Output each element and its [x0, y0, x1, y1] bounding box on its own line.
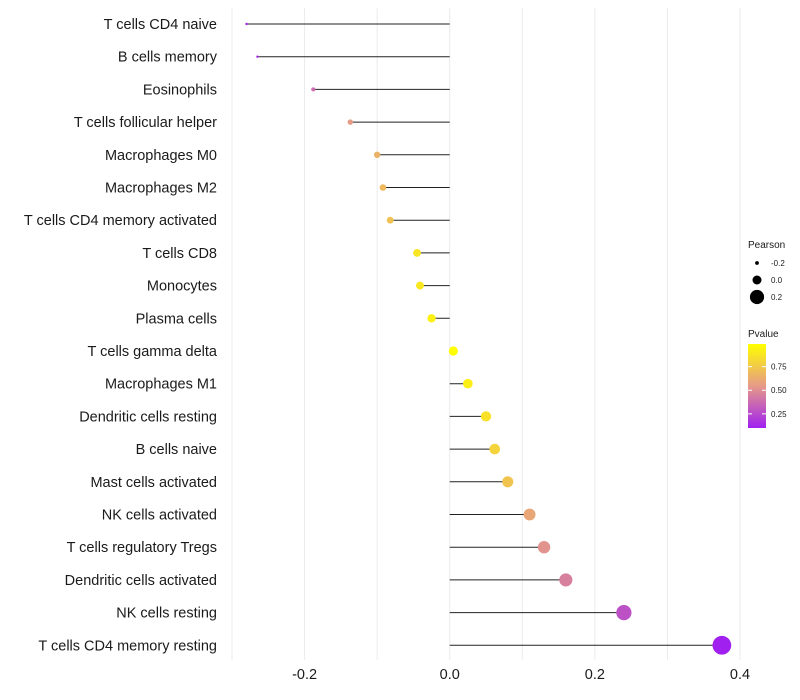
category-label: Eosinophils: [143, 82, 217, 98]
lollipop-point: [480, 411, 492, 422]
category-label: B cells memory: [118, 50, 218, 66]
pvalue-colorbar: [748, 344, 766, 428]
category-label: B cells naive: [136, 442, 217, 458]
size-legend-key: [749, 289, 765, 305]
lollipop-point: [413, 248, 421, 257]
category-label: NK cells resting: [116, 606, 217, 622]
category-label: Plasma cells: [136, 311, 217, 327]
colorbar-tick-label: 0.25: [771, 410, 787, 419]
lollipop-point: [448, 346, 458, 356]
size-legend-key: [752, 275, 762, 285]
lollipop-stems: [246, 23, 722, 646]
lollipop-point: [386, 216, 394, 224]
x-tick-label: -0.2: [292, 667, 317, 683]
category-label: Macrophages M2: [105, 181, 217, 197]
grid-lines: [231, 8, 741, 660]
color-legend-ticks: 0.75 0.50 0.25: [748, 363, 787, 419]
lollipop-point: [379, 184, 387, 191]
size-legend: -0.2 0.0 0.2: [749, 259, 785, 305]
category-label: T cells gamma delta: [88, 344, 218, 360]
size-legend-key: [755, 261, 759, 265]
colorbar-tick-label: 0.75: [771, 363, 787, 372]
x-tick-label: 0.2: [585, 667, 605, 683]
lollipop-point: [502, 476, 514, 488]
category-label: T cells regulatory Tregs: [67, 540, 217, 556]
lollipop-point: [463, 378, 473, 389]
lollipop-point: [523, 508, 536, 521]
x-tick-label: 0.4: [730, 667, 750, 683]
lollipop-point: [311, 87, 316, 92]
colorbar-tick-label: 0.50: [771, 386, 787, 395]
category-labels: T cells CD4 naive B cells memory Eosinophi…: [24, 17, 218, 654]
size-legend-label: 0.2: [771, 293, 783, 302]
lollipop-point: [489, 443, 501, 455]
category-label: Macrophages M1: [105, 377, 217, 393]
category-label: T cells follicular helper: [74, 115, 217, 131]
category-label: T cells CD4 memory activated: [24, 213, 217, 229]
category-label: NK cells activated: [102, 508, 217, 524]
color-legend-title: Pvalue: [748, 329, 779, 340]
category-label: Monocytes: [147, 279, 217, 295]
lollipop-point: [427, 314, 436, 323]
category-label: Dendritic cells resting: [79, 409, 217, 425]
lollipop-point: [256, 55, 259, 58]
category-label: Dendritic cells activated: [65, 573, 217, 589]
lollipop-point: [537, 541, 551, 554]
category-label: T cells CD8: [142, 246, 217, 262]
lollipop-point: [373, 151, 381, 158]
category-label: Mast cells activated: [90, 475, 217, 491]
size-legend-title: Pearson: [748, 240, 785, 251]
category-label: T cells CD4 naive: [104, 17, 217, 33]
size-legend-label: -0.2: [771, 259, 785, 268]
legend: Pearson -0.2 0.0 0.2 Pvalue 0.75 0.50 0.25: [748, 240, 787, 428]
lollipop-point: [347, 119, 354, 125]
category-label: Macrophages M0: [105, 148, 217, 164]
lollipop-point: [415, 281, 424, 290]
category-label: T cells CD4 memory resting: [38, 638, 217, 654]
size-legend-label: 0.0: [771, 276, 783, 285]
lollipop-point: [616, 604, 632, 621]
lollipop-point: [245, 22, 248, 26]
x-axis-tick-labels: -0.2 0.0 0.2 0.4: [292, 667, 750, 683]
lollipop-point: [712, 635, 732, 655]
lollipop-points: [245, 22, 732, 655]
lollipop-point: [559, 573, 573, 587]
x-tick-label: 0.0: [440, 667, 460, 683]
